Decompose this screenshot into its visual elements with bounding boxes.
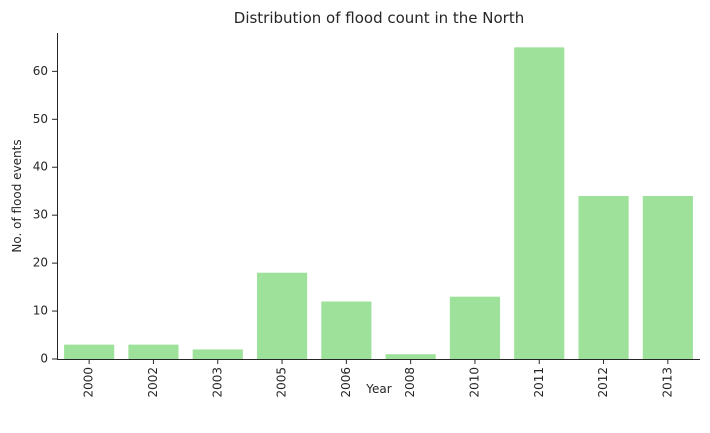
y-tick-label: 10 bbox=[33, 304, 48, 318]
bar-2011 bbox=[514, 47, 565, 359]
y-ticks-group: 0 10 20 30 40 50 60 bbox=[33, 64, 57, 366]
x-tick-label: 2003 bbox=[210, 367, 224, 398]
x-tick-label: 2012 bbox=[596, 367, 610, 398]
x-tick-label: 2008 bbox=[403, 367, 417, 398]
bar-2002 bbox=[128, 344, 179, 359]
bars-group bbox=[64, 47, 693, 359]
x-tick-label: 2005 bbox=[275, 367, 289, 398]
bar-2008 bbox=[385, 354, 436, 359]
y-axis-label: No. of flood events bbox=[10, 139, 24, 252]
x-tick-label: 2000 bbox=[82, 367, 96, 398]
chart-title: Distribution of flood count in the North bbox=[234, 9, 524, 27]
y-tick-label: 30 bbox=[33, 208, 48, 222]
bar-2010 bbox=[449, 296, 501, 359]
bar-2013 bbox=[642, 196, 693, 359]
bar-2003 bbox=[192, 349, 243, 359]
x-tick-label: 2011 bbox=[532, 367, 546, 398]
x-tick-label: 2013 bbox=[660, 367, 674, 398]
y-tick-label: 0 bbox=[40, 352, 48, 366]
y-tick-label: 40 bbox=[33, 160, 48, 174]
bar-2006 bbox=[321, 301, 372, 359]
y-tick-label: 60 bbox=[33, 64, 48, 78]
x-tick-label: 2002 bbox=[146, 367, 160, 398]
x-axis-label: Year bbox=[365, 382, 391, 396]
x-tick-label: 2010 bbox=[467, 367, 481, 398]
y-tick-label: 50 bbox=[33, 112, 48, 126]
y-tick-label: 20 bbox=[33, 256, 48, 270]
x-tick-label: 2006 bbox=[339, 367, 353, 398]
x-ticks-group: 2000 2002 2003 2005 2006 2008 2010 2011 2012 2013 bbox=[82, 359, 674, 398]
bar-2012 bbox=[578, 196, 629, 359]
bar-2005 bbox=[256, 272, 308, 359]
bar-2000 bbox=[64, 344, 115, 359]
